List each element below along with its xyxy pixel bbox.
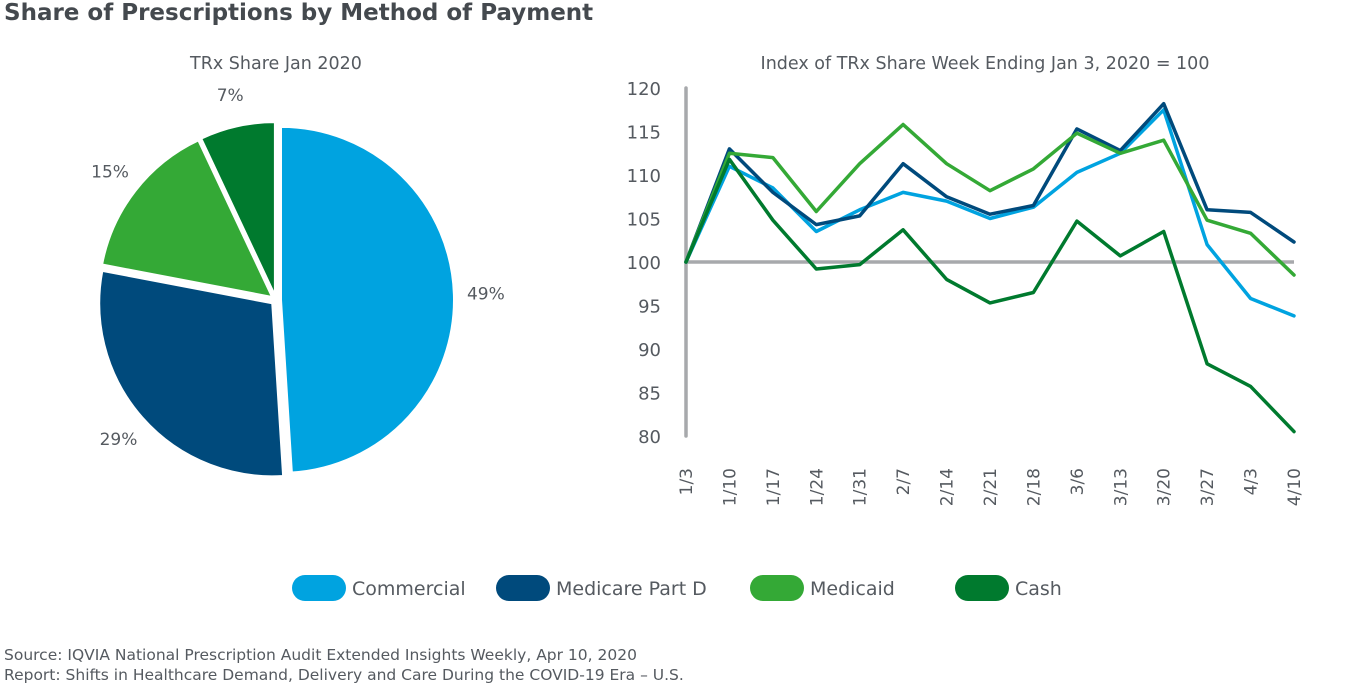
y-tick-label: 90: [638, 340, 661, 361]
x-tick-label: 2/7: [894, 468, 914, 495]
x-tick-label: 2/14: [938, 468, 958, 506]
legend-swatch-cash: [955, 575, 1009, 601]
y-tick-label: 105: [627, 210, 661, 231]
series-line-medicaid: [684, 122, 1296, 277]
report-note: Report: Shifts in Healthcare Demand, Del…: [4, 666, 684, 684]
x-tick-label: 3/20: [1155, 468, 1175, 506]
legend-swatch-commercial: [292, 575, 346, 601]
legend-label-commercial: Commercial: [352, 578, 466, 600]
series-line-cash: [684, 157, 1296, 434]
pie-label-commercial: 49%: [467, 284, 505, 304]
x-tick-label: 1/24: [807, 468, 827, 506]
x-tick-label: 1/17: [764, 468, 784, 506]
pie-slice-medicare-part-d: [98, 269, 285, 478]
legend-label-cash: Cash: [1015, 578, 1062, 600]
series-line-medicare-part-d: [684, 101, 1296, 264]
pie-label-medicaid: 15%: [91, 162, 129, 182]
source-note: Source: IQVIA National Prescription Audi…: [4, 646, 637, 664]
x-tick-label: 3/13: [1111, 468, 1131, 506]
pie-chart-title: TRx Share Jan 2020: [189, 54, 362, 74]
x-tick-label: 1/3: [677, 468, 697, 495]
x-tick-label: 4/3: [1242, 468, 1262, 495]
legend-label-medicaid: Medicaid: [810, 578, 895, 600]
y-tick-label: 120: [627, 79, 661, 100]
legend-label-medicare-part-d: Medicare Part D: [556, 578, 707, 600]
pie-chart: TRx Share Jan 2020 49% 29% 15% 7%: [91, 54, 505, 478]
x-tick-label: 3/27: [1198, 468, 1218, 506]
pie-label-cash: 7%: [217, 86, 244, 106]
pie-slice-medicaid: [101, 139, 274, 298]
legend: Commercial Medicare Part D Medicaid Cash: [292, 575, 1062, 601]
figure-title: Share of Prescriptions by Method of Paym…: [4, 0, 594, 26]
y-tick-label: 95: [638, 297, 661, 318]
line-chart: Index of TRx Share Week Ending Jan 3, 20…: [627, 54, 1305, 506]
y-tick-label: 115: [627, 123, 661, 144]
x-tick-label: 3/6: [1068, 468, 1088, 495]
pie-label-medicare-part-d: 29%: [100, 430, 138, 450]
x-tick-label: 1/10: [720, 468, 740, 506]
line-chart-title: Index of TRx Share Week Ending Jan 3, 20…: [761, 54, 1210, 74]
legend-swatch-medicare-part-d: [496, 575, 550, 601]
y-tick-label: 85: [638, 384, 661, 405]
x-tick-label: 1/31: [851, 468, 871, 506]
pie-slice-cash: [200, 121, 276, 297]
x-tick-label: 2/18: [1024, 468, 1044, 506]
pie-slice-commercial: [279, 125, 456, 474]
y-tick-label: 100: [627, 253, 661, 274]
x-tick-label: 2/21: [981, 468, 1001, 506]
y-tick-label: 80: [638, 427, 661, 448]
legend-swatch-medicaid: [750, 575, 804, 601]
x-tick-label: 4/10: [1285, 468, 1305, 506]
y-tick-label: 110: [627, 166, 661, 187]
